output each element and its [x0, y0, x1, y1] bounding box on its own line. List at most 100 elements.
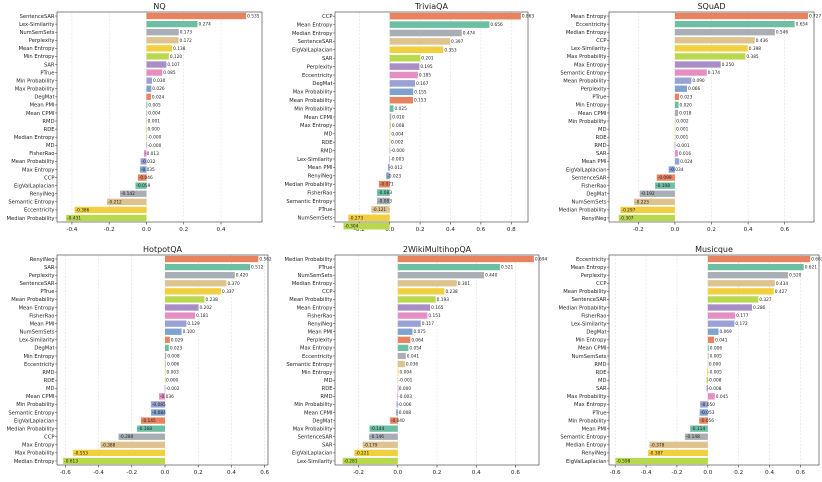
- category-label: Lex-Similarity: [297, 157, 332, 163]
- data-label: -0.221: [355, 450, 369, 456]
- category-label: NumSemSets: [298, 273, 333, 279]
- chart-panel-2wikimultihopqa: 2WikiMultihopQA -0.2 0.0 0.2 0.4 0.6 Median Pr…: [285, 245, 548, 476]
- bar: [699, 417, 708, 424]
- data-label: 0.337: [222, 289, 235, 295]
- data-label: 0.173: [180, 30, 193, 36]
- bar: [684, 433, 708, 440]
- category-label: RenyiNeg: [582, 216, 607, 222]
- bar: [164, 377, 166, 384]
- data-label: -0.046: [139, 175, 153, 181]
- category-label: RMD: [42, 370, 54, 376]
- bar: [674, 125, 676, 133]
- category-label: MD: [46, 386, 54, 392]
- bar: [674, 45, 748, 52]
- bar: [707, 304, 752, 311]
- bar: [389, 130, 391, 138]
- data-label: 0.016: [679, 151, 692, 157]
- data-label: -0.083: [378, 190, 392, 196]
- bar: [146, 69, 163, 76]
- x-tick-label: -0.2: [353, 470, 364, 476]
- bar: [146, 77, 153, 84]
- category-label: CCP: [596, 38, 606, 44]
- category-label: Max Probability: [567, 54, 607, 60]
- bar: [164, 360, 166, 368]
- x-tick-label: 0.6: [260, 470, 269, 476]
- category-label: Semantic Entropy: [560, 435, 606, 441]
- bar: [146, 45, 173, 52]
- category-label: Max Probability: [293, 90, 333, 96]
- data-label: 0.238: [445, 289, 458, 295]
- category-label: SentenceSAR: [572, 175, 607, 181]
- data-label: -0.145: [142, 418, 156, 424]
- bar: [397, 304, 431, 311]
- x-tick-label: 0.6: [780, 227, 789, 233]
- data-label: 0.054: [409, 345, 422, 351]
- data-label: 0.025: [395, 106, 408, 112]
- bar: [389, 96, 413, 104]
- category-label: CCP: [44, 435, 54, 441]
- category-label: FisherRao: [307, 190, 332, 196]
- bar: [648, 449, 708, 457]
- bar: [377, 197, 390, 205]
- bar: [707, 288, 774, 295]
- data-label: 0.155: [414, 89, 427, 95]
- category-label: SAR: [44, 265, 55, 271]
- category-label: RMD: [594, 362, 606, 368]
- data-label: 0.090: [692, 78, 705, 84]
- bar: [146, 125, 148, 133]
- bar: [397, 368, 399, 376]
- data-label: 0.008: [167, 353, 180, 359]
- category-label: Semantic Entropy: [8, 200, 54, 206]
- bar: [618, 214, 675, 222]
- data-label: 0.654: [796, 22, 809, 28]
- data-label: 0.520: [789, 273, 802, 279]
- data-label: 0.029: [171, 337, 184, 343]
- chart-title: NQ: [153, 2, 165, 11]
- category-label: Lex-Similarity: [19, 22, 54, 28]
- category-label: MD: [598, 378, 606, 384]
- bar: [674, 29, 775, 36]
- data-label: -0.000: [391, 148, 405, 154]
- category-label: RenyiNeg: [308, 174, 333, 180]
- data-label: 0.193: [437, 297, 450, 303]
- category-label: SAR: [322, 56, 333, 62]
- category-label: EigValLaplacian: [14, 418, 55, 424]
- category-label: PTrue: [318, 265, 332, 271]
- bar: [634, 198, 675, 205]
- bar: [706, 377, 708, 384]
- data-label: -0.146: [370, 434, 384, 440]
- data-label: 0.286: [753, 305, 766, 311]
- category-label: Max Entropy: [574, 402, 607, 408]
- category-label: Min Entropy: [23, 54, 54, 60]
- bar: [674, 61, 721, 68]
- data-label: -0.297: [622, 207, 636, 213]
- bar: [674, 142, 676, 149]
- category-label: FisherRao: [307, 313, 332, 319]
- bar: [386, 172, 390, 180]
- bar: [674, 109, 679, 117]
- category-label: Median Entropy: [14, 459, 55, 465]
- category-label: Max Probability: [293, 426, 333, 432]
- bar: [389, 71, 418, 79]
- bar: [397, 360, 405, 368]
- bar: [100, 441, 165, 448]
- bar: [674, 77, 692, 84]
- x-tick-label: -0.2: [126, 470, 137, 476]
- bar: [649, 441, 708, 448]
- chart-title: Musicque: [695, 245, 733, 254]
- data-label: -0.387: [649, 450, 663, 456]
- data-label: -0.142: [121, 191, 135, 197]
- category-label: PTrue: [592, 95, 606, 101]
- bar: [389, 46, 444, 54]
- x-tick-label: -0.4: [641, 470, 652, 476]
- data-label: 0.663: [811, 257, 822, 263]
- category-label: Median Probability: [7, 426, 55, 432]
- category-label: Min Probability: [16, 402, 54, 408]
- x-tick-label: 0.2: [194, 470, 203, 476]
- bar: [73, 449, 165, 457]
- category-label: RDE: [322, 386, 333, 392]
- category-label: Max Probability: [15, 451, 55, 457]
- data-label: 0.010: [392, 115, 405, 121]
- bar: [389, 138, 391, 146]
- category-label: Perplexity: [307, 64, 333, 70]
